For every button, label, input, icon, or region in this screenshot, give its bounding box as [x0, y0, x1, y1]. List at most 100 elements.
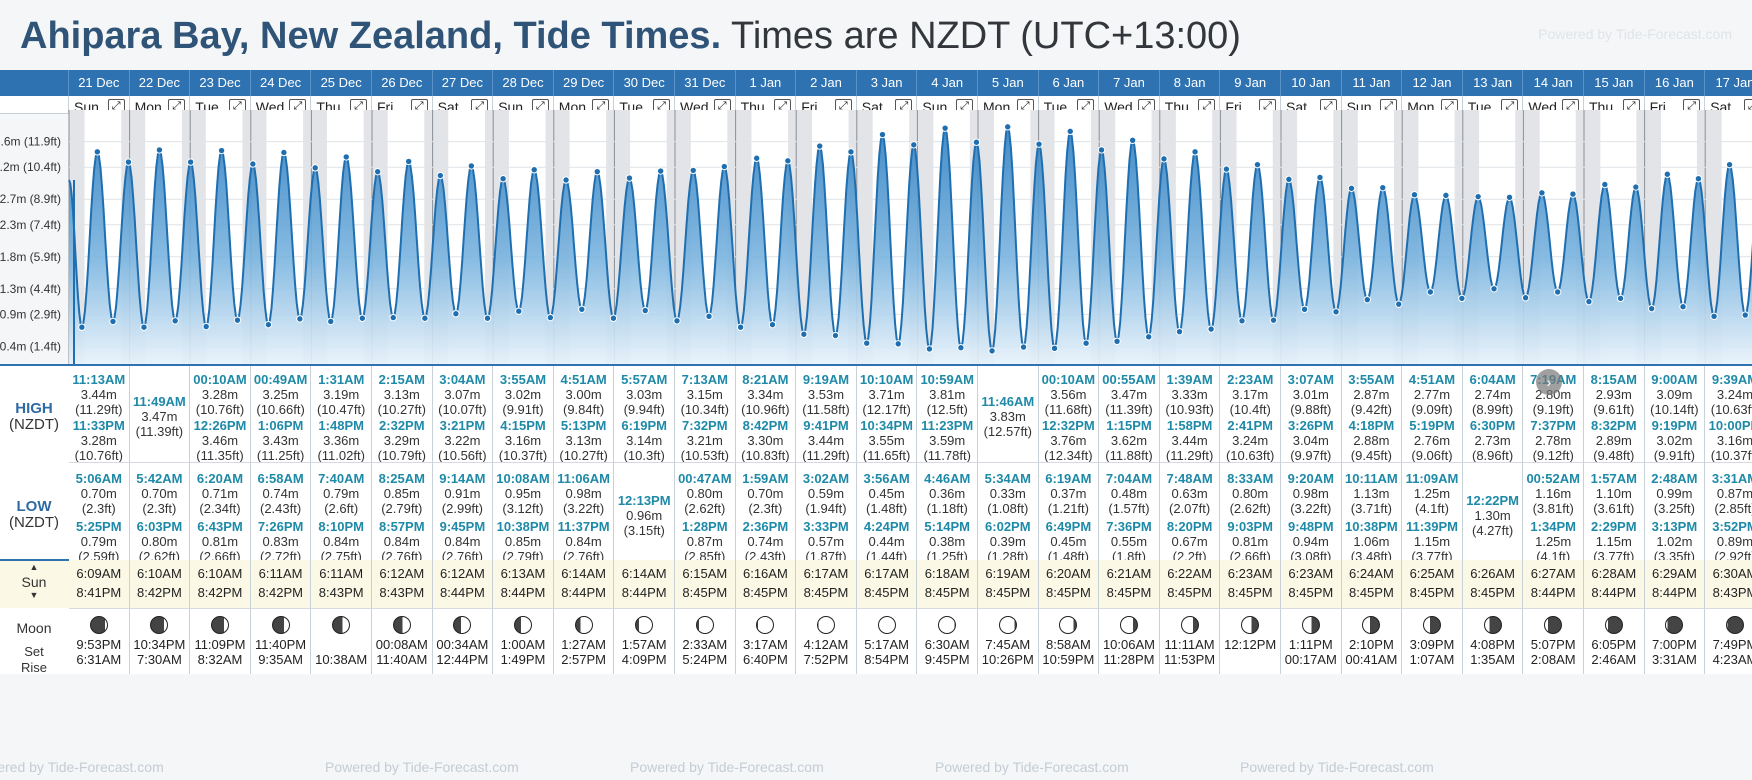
low-tide-time: 6:19AM [1045, 471, 1092, 486]
high-tide-feet: (11.78ft) [923, 448, 971, 462]
high-tide-point [720, 162, 729, 171]
low-tide-entry: 4:24PM 0.44m (1.44ft) [857, 519, 917, 560]
moon-phase-icon [1544, 616, 1563, 634]
expand-icon[interactable]: ⤢ [168, 99, 186, 113]
low-tide-time: 6:20AM [196, 471, 244, 486]
expand-icon[interactable]: ⤢ [228, 99, 246, 113]
expand-icon[interactable]: ⤢ [1501, 99, 1519, 113]
moonset-time: 3:09PM [1409, 637, 1455, 652]
low-tide-feet: (1.87ft) [805, 549, 847, 560]
expand-icon[interactable]: ⤢ [713, 99, 731, 113]
low-tide-feet: (2.62ft) [684, 501, 726, 516]
low-tide-feet: (3.22ft) [1290, 501, 1332, 516]
high-tides-cell: 2:15AM 3.13m (10.27ft) 2:32PM 3.29m (10.79ft) [372, 366, 433, 462]
moon-phase-icon [1483, 616, 1502, 634]
moonrise-time: 3:31AM [1651, 652, 1697, 667]
weekday-label: Tue [1043, 99, 1068, 114]
low-tide-meters: 0.98m [1292, 486, 1329, 501]
low-tide-point [327, 317, 335, 326]
low-tide-entry: 2:48AM 0.99m (3.25ft) [1645, 471, 1705, 516]
low-tide-time: 2:48AM [1651, 471, 1698, 486]
sun-cell: 6:28AM 8:44PM [1584, 560, 1645, 608]
high-tide-entry: 7:13AM 3.15m (10.34ft) [675, 372, 735, 417]
low-tide-time: 4:46AM [924, 471, 971, 486]
expand-icon[interactable]: ⤢ [955, 99, 973, 113]
low-tide-meters: 0.44m [868, 534, 905, 549]
low-tides-cell: 7:40AM 0.79m (2.6ft) 8:10PM 0.84m (2.75ft) [311, 462, 372, 560]
moonrise-time: 11:40AM [376, 652, 428, 667]
low-tide-time: 3:52PM [1712, 519, 1752, 534]
sunrise-time: 6:15AM [682, 566, 728, 581]
low-tide-entry: 1:57AM 1.10m (3.61ft) [1584, 471, 1644, 516]
low-tide-point [641, 306, 649, 315]
expand-icon[interactable]: ⤢ [895, 99, 913, 113]
high-tide-point [1191, 148, 1199, 156]
expand-icon[interactable]: ⤢ [471, 99, 489, 113]
night-shade [666, 110, 675, 366]
expand-icon[interactable]: ⤢ [834, 99, 852, 113]
expand-icon[interactable]: ⤢ [1198, 99, 1216, 113]
expand-icon[interactable]: ⤢ [410, 99, 428, 113]
sunset-time: 8:43PM [318, 585, 364, 600]
high-tide-entry: 8:32PM 2.89m (9.48ft) [1584, 418, 1644, 462]
sun-cell: 6:22AM 8:45PM [1159, 560, 1221, 608]
y-tick-label: 2.3m (7.4ft) [0, 218, 61, 232]
high-tides-cell: 00:49AM 3.25m (10.66ft) 1:06PM 3.43m (11.25ft… [250, 366, 312, 462]
expand-icon[interactable]: ⤢ [1440, 99, 1458, 113]
weekday-cell: Tue ⤢ [190, 96, 251, 114]
moonrise-time: 9:45PM [924, 652, 970, 667]
low-tides-cell: 3:31AM0.87m(2.85ft)3:52PM0.89m(2.92ft) [1705, 462, 1752, 560]
expand-icon[interactable]: ⤢ [652, 99, 670, 113]
high-tide-meters: 2.89m [1595, 433, 1632, 448]
high-tide-entry: 11:33PM 3.28m (10.76ft) [69, 418, 129, 462]
low-tide-entry: 7:04AM 0.48m (1.57ft) [1099, 471, 1159, 516]
high-tide-point [625, 174, 634, 182]
high-tide-point [1538, 189, 1546, 197]
expand-icon[interactable]: ⤢ [1137, 99, 1155, 113]
high-tide-time: 3:55AM [1348, 372, 1395, 387]
high-tide-time: 11:13AM [72, 372, 126, 387]
y-tick-label: 1.3m (4.4ft) [0, 282, 61, 296]
low-tide-time: 11:06AM [557, 471, 610, 486]
low-tide-point [1207, 325, 1215, 333]
low-tide-entry: 6:49PM 0.45m (1.48ft) [1039, 519, 1099, 560]
low-tide-entry: 2:36PM 0.74m (2.43ft) [736, 519, 796, 560]
expand-icon[interactable]: ⤢ [1683, 99, 1701, 113]
moonset-time: 1:57AM [621, 637, 667, 652]
expand-icon[interactable]: ⤢ [1319, 99, 1337, 113]
expand-icon[interactable]: ⤢ [107, 99, 125, 113]
low-tide-point [78, 323, 86, 331]
expand-icon[interactable]: ⤢ [349, 99, 367, 113]
high-tide-entry: 1:06PM 3.43m (11.25ft) [251, 418, 311, 462]
expand-icon[interactable]: ⤢ [592, 99, 610, 113]
expand-icon[interactable]: ⤢ [1622, 99, 1640, 113]
sunset-time: 8:41PM [76, 585, 122, 600]
expand-icon[interactable]: ⤢ [531, 99, 549, 113]
moon-phase-icon [574, 616, 593, 634]
expand-icon[interactable]: ⤢ [1016, 99, 1034, 113]
high-tide-feet: (9.84ft) [563, 402, 605, 417]
moonrise-time: 5:24PM [682, 652, 728, 667]
high-tide-time: 4:51AM [1408, 372, 1456, 387]
expand-icon[interactable]: ⤢ [1258, 99, 1276, 113]
high-tide-feet: (10.4ft) [1229, 402, 1271, 417]
expand-icon[interactable]: ⤢ [289, 99, 307, 113]
low-tide-entry: 10:11AM 1.13m (3.71ft) [1342, 471, 1402, 516]
high-tide-meters: 3.19m [323, 387, 360, 402]
high-tide-feet: (9.91ft) [502, 402, 544, 417]
expand-icon[interactable]: ⤢ [1561, 99, 1579, 113]
high-tide-time: 3:55AM [499, 372, 547, 387]
scroll-right-handle[interactable]: › [1536, 369, 1562, 395]
expand-icon[interactable]: ⤢ [1077, 99, 1095, 113]
moonset-time: 7:45AM [985, 637, 1031, 652]
high-tide-meters: 3.76m [1050, 433, 1087, 448]
low-tide-meters: 0.84m [444, 534, 481, 549]
expand-icon[interactable]: ⤢ [774, 99, 792, 113]
high-tide-entry: 11:23PM 3.59m (11.78ft) [917, 418, 977, 462]
low-tide-time: 6:03PM [136, 519, 183, 534]
expand-icon[interactable]: ⤢ [1380, 99, 1398, 113]
moon-cell: 4:08PM 1:35AM [1462, 608, 1524, 674]
expand-icon[interactable]: ⤢ [1743, 99, 1752, 113]
high-tides-cell: 9:39AM3.24m(10.63ft)10:00PM3.16m(10.37ft… [1705, 366, 1752, 462]
date-header: 24 Dec [250, 70, 312, 96]
